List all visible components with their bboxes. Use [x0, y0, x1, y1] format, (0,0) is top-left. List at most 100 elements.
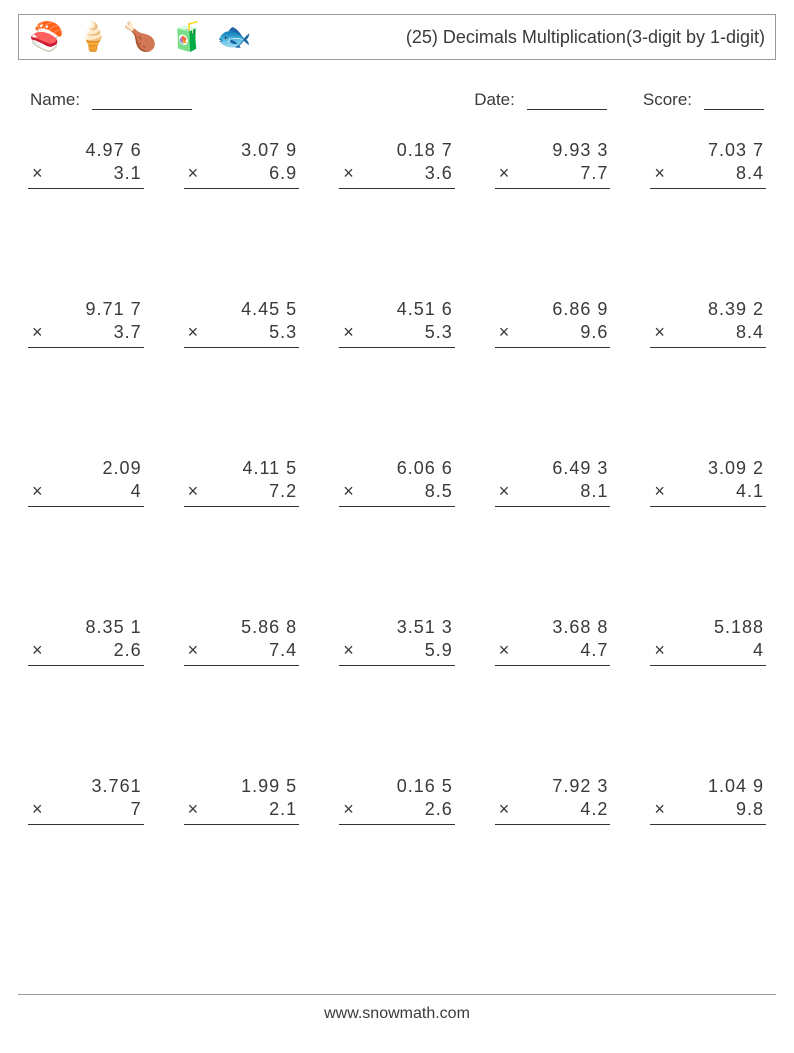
- problem-bottom: × 4.7: [495, 638, 611, 666]
- icecream-icon: 🍦: [76, 23, 111, 51]
- problem-multiplier: 3.6: [425, 163, 453, 184]
- problem-18: 3.51 3 × 5.9: [339, 617, 455, 666]
- problem-multiplier: 6.9: [269, 163, 297, 184]
- problem-bottom: × 5.9: [339, 638, 455, 666]
- times-icon: ×: [30, 481, 44, 502]
- problem-7: 4.45 5×5.3: [184, 299, 300, 348]
- date-blank[interactable]: [527, 90, 607, 110]
- problem-multiplier: 9.6: [580, 322, 608, 343]
- problem-bottom: × 4.1: [650, 479, 766, 507]
- problem-multiplier: 4.7: [580, 640, 608, 661]
- problem-top: 5.188: [714, 617, 766, 638]
- problem-bottom: ×8.1: [495, 479, 611, 507]
- problem-multiplier: 2.6: [114, 640, 142, 661]
- problem-bottom: × 9.6: [495, 320, 611, 348]
- problem-top: 3.761: [92, 776, 144, 797]
- problem-bottom: × 6.9: [184, 161, 300, 189]
- problem-bottom: ×5.3: [184, 320, 300, 348]
- times-icon: ×: [30, 799, 44, 820]
- times-icon: ×: [497, 640, 511, 661]
- times-icon: ×: [186, 163, 200, 184]
- times-icon: ×: [186, 799, 200, 820]
- drumstick-icon: 🍗: [123, 23, 158, 51]
- problem-bottom: × 2.1: [184, 797, 300, 825]
- name-blank[interactable]: [92, 90, 192, 110]
- problem-top: 6.86 9: [552, 299, 610, 320]
- footer-url: www.snowmath.com: [0, 1005, 794, 1023]
- times-icon: ×: [30, 163, 44, 184]
- problem-24: 7.92 3×4.2: [495, 776, 611, 825]
- problem-multiplier: 5.3: [269, 322, 297, 343]
- problem-top: 3.09 2: [708, 458, 766, 479]
- problem-bottom: × 3.1: [28, 161, 144, 189]
- problem-top: 9.71 7: [86, 299, 144, 320]
- times-icon: ×: [497, 163, 511, 184]
- info-row: Name: Date: Score:: [30, 90, 764, 110]
- problem-19: 3.68 8 × 4.7: [495, 617, 611, 666]
- problem-multiplier: 9.8: [736, 799, 764, 820]
- problem-10: 8.39 2×8.4: [650, 299, 766, 348]
- problem-top: 3.51 3: [397, 617, 455, 638]
- fish-icon: 🐟: [217, 23, 252, 51]
- problem-multiplier: 4.2: [580, 799, 608, 820]
- header-bar: 🍣 🍦 🍗 🧃 🐟 (25) Decimals Multiplication(3…: [18, 14, 776, 60]
- header-icons: 🍣 🍦 🍗 🧃 🐟: [29, 23, 251, 51]
- problem-20: 5.188 × 4: [650, 617, 766, 666]
- times-icon: ×: [341, 481, 355, 502]
- problem-top: 5.86 8: [241, 617, 299, 638]
- problem-top: 1.04 9: [708, 776, 766, 797]
- name-label: Name:: [30, 90, 80, 110]
- problem-multiplier: 7.4: [269, 640, 297, 661]
- problem-13: 6.06 6×8.5: [339, 458, 455, 507]
- problem-top: 6.49 3: [552, 458, 610, 479]
- times-icon: ×: [186, 481, 200, 502]
- score-blank[interactable]: [704, 90, 764, 110]
- problem-top: 4.51 6: [397, 299, 455, 320]
- problem-top: 3.07 9: [241, 140, 299, 161]
- problem-top: 4.45 5: [241, 299, 299, 320]
- times-icon: ×: [652, 481, 666, 502]
- problem-top: 3.68 8: [552, 617, 610, 638]
- problem-bottom: ×4: [28, 479, 144, 507]
- problem-multiplier: 3.1: [114, 163, 142, 184]
- problem-top: 8.35 1: [86, 617, 144, 638]
- problem-bottom: ×2.6: [28, 638, 144, 666]
- times-icon: ×: [341, 640, 355, 661]
- problem-top: 7.03 7: [708, 140, 766, 161]
- problem-23: 0.16 5×2.6: [339, 776, 455, 825]
- problem-top: 1.99 5: [241, 776, 299, 797]
- problem-multiplier: 8.4: [736, 163, 764, 184]
- problem-multiplier: 4: [131, 481, 142, 502]
- problem-multiplier: 5.9: [425, 640, 453, 661]
- problem-25: 1.04 9×9.8: [650, 776, 766, 825]
- problem-5: 7.03 7×8.4: [650, 140, 766, 189]
- problem-3: 0.18 7×3.6: [339, 140, 455, 189]
- footer-rule: [18, 994, 776, 995]
- problem-multiplier: 4: [753, 640, 764, 661]
- problem-multiplier: 7: [131, 799, 142, 820]
- problem-9: 6.86 9 × 9.6: [495, 299, 611, 348]
- date-label: Date:: [474, 90, 515, 110]
- name-field: Name:: [30, 90, 192, 110]
- juicebox-icon: 🧃: [170, 23, 205, 51]
- problem-multiplier: 2.1: [269, 799, 297, 820]
- problem-17: 5.86 8×7.4: [184, 617, 300, 666]
- problem-multiplier: 4.1: [736, 481, 764, 502]
- times-icon: ×: [652, 640, 666, 661]
- score-label: Score:: [643, 90, 692, 110]
- sushi-icon: 🍣: [29, 23, 64, 51]
- problem-21: 3.761 × 7: [28, 776, 144, 825]
- problem-bottom: ×3.7: [28, 320, 144, 348]
- times-icon: ×: [497, 322, 511, 343]
- problem-bottom: ×2.6: [339, 797, 455, 825]
- problem-bottom: ×7.2: [184, 479, 300, 507]
- problem-22: 1.99 5 × 2.1: [184, 776, 300, 825]
- problem-14: 6.49 3×8.1: [495, 458, 611, 507]
- problem-multiplier: 3.7: [114, 322, 142, 343]
- problem-top: 4.11 5: [242, 458, 299, 479]
- problem-top: 7.92 3: [552, 776, 610, 797]
- problem-top: 9.93 3: [552, 140, 610, 161]
- problem-top: 0.16 5: [397, 776, 455, 797]
- problem-multiplier: 8.5: [425, 481, 453, 502]
- times-icon: ×: [652, 322, 666, 343]
